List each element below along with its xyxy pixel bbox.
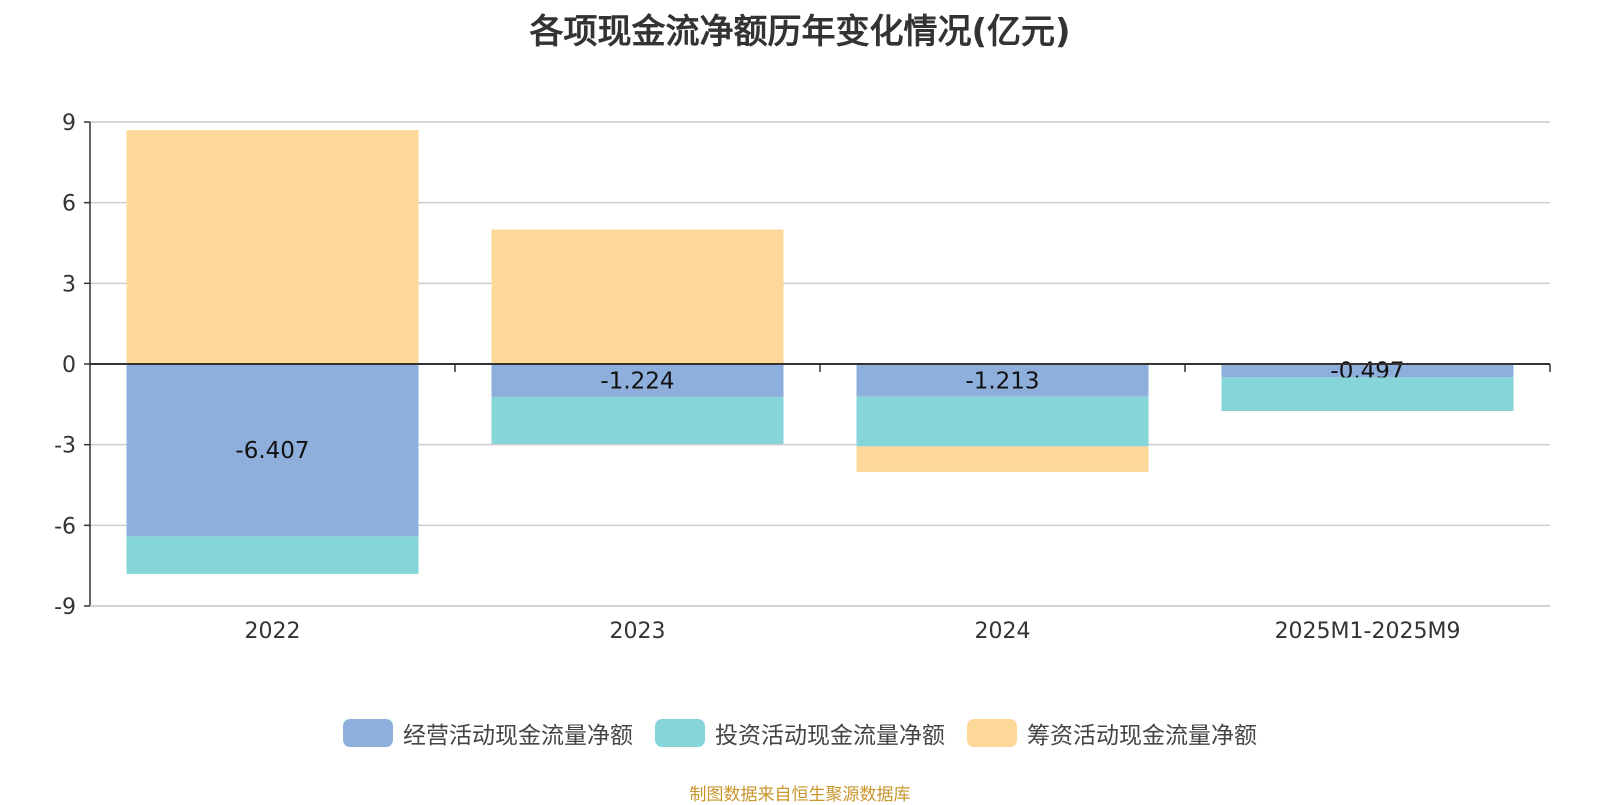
legend-item-investing[interactable]: 投资活动现金流量净额 bbox=[655, 716, 945, 750]
bar-1-3 bbox=[1221, 377, 1514, 411]
x-tick-label: 2024 bbox=[975, 619, 1031, 644]
data-label: -1.213 bbox=[965, 368, 1039, 394]
x-tick-label: 2025M1-2025M9 bbox=[1275, 619, 1461, 644]
legend-swatch-operating bbox=[343, 719, 393, 747]
bar-2-0 bbox=[126, 130, 419, 364]
bar-1-0 bbox=[126, 536, 419, 574]
y-tick-label: 0 bbox=[62, 353, 76, 378]
data-label: -1.224 bbox=[600, 368, 674, 394]
y-tick-label: -6 bbox=[54, 514, 76, 539]
legend-label-financing: 筹资活动现金流量净额 bbox=[1027, 723, 1257, 749]
data-label: -6.407 bbox=[235, 438, 309, 464]
legend-label-operating: 经营活动现金流量净额 bbox=[403, 723, 633, 749]
bar-1-1 bbox=[491, 396, 784, 444]
chart-title: 各项现金流净额历年变化情况(亿元) bbox=[529, 12, 1071, 52]
y-tick-label: -3 bbox=[54, 434, 76, 459]
legend-swatch-financing bbox=[967, 719, 1017, 747]
bar-0-0 bbox=[126, 364, 419, 537]
bar-0-3 bbox=[1221, 364, 1514, 378]
bar-2-1 bbox=[491, 229, 784, 364]
bar-2-2 bbox=[856, 446, 1149, 472]
legend-item-operating[interactable]: 经营活动现金流量净额 bbox=[343, 716, 633, 750]
bar-0-2 bbox=[856, 364, 1149, 397]
legend-swatch-investing bbox=[655, 719, 705, 747]
y-tick-label: 6 bbox=[62, 192, 76, 217]
bar-0-1 bbox=[491, 364, 784, 397]
y-tick-label: -9 bbox=[54, 595, 76, 620]
bar-1-2 bbox=[856, 396, 1149, 447]
legend-item-financing[interactable]: 筹资活动现金流量净额 bbox=[967, 716, 1257, 750]
y-tick-label: 9 bbox=[62, 111, 76, 136]
legend: 经营活动现金流量净额 投资活动现金流量净额 筹资活动现金流量净额 bbox=[0, 716, 1600, 750]
source-note: 制图数据来自恒生聚源数据库 bbox=[689, 785, 911, 805]
x-tick-label: 2022 bbox=[245, 619, 301, 644]
y-tick-label: 3 bbox=[62, 272, 76, 297]
legend-label-investing: 投资活动现金流量净额 bbox=[715, 723, 945, 749]
x-tick-label: 2023 bbox=[610, 619, 666, 644]
